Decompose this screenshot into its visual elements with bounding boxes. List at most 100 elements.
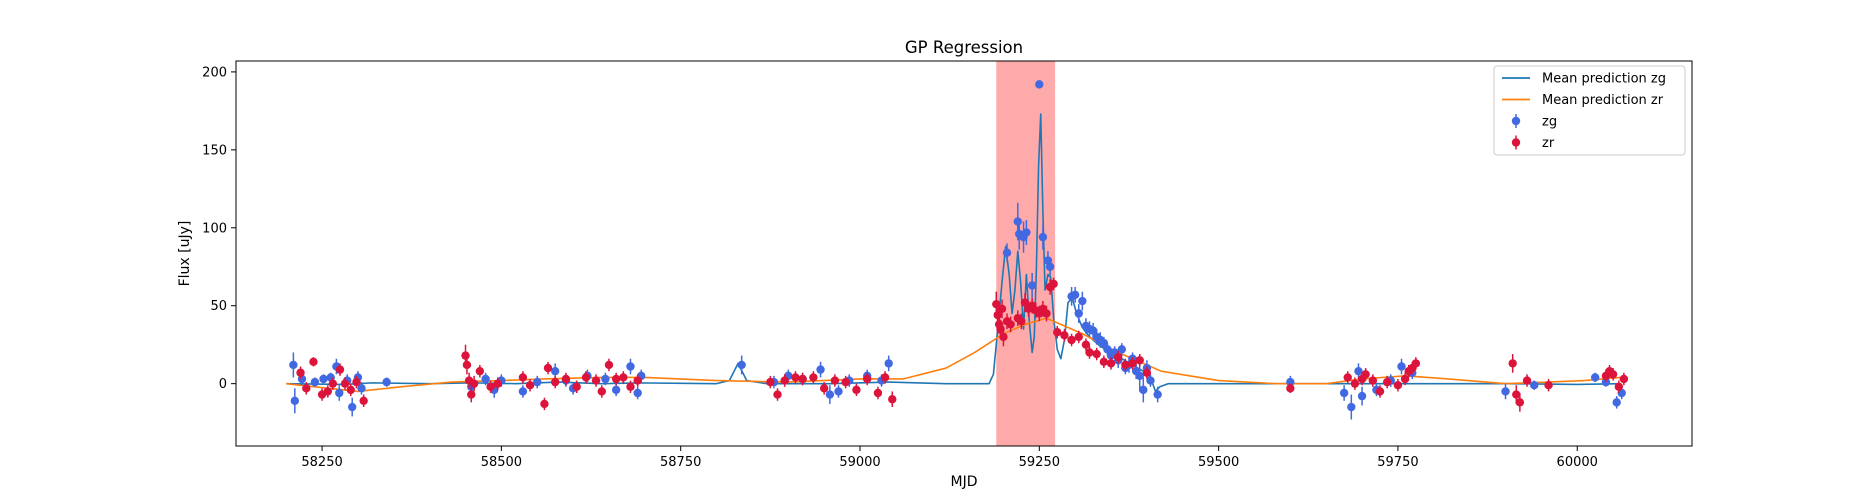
data-point (604, 360, 614, 370)
data-point (1590, 373, 1600, 382)
data-point (359, 396, 368, 405)
data-point (816, 365, 825, 374)
data-point (1099, 338, 1109, 348)
data-point (1017, 317, 1026, 326)
data-point (323, 387, 333, 396)
data-point (1286, 377, 1295, 387)
data-point (825, 390, 835, 399)
data-point (518, 387, 528, 396)
data-point (1411, 359, 1421, 368)
data-point (1060, 331, 1069, 340)
data-point (591, 376, 601, 385)
axes-layer: 58250 58500 58750 59000 59250 59500 59750 60000… (202, 65, 1598, 470)
x-tick-label: 60000 (1557, 455, 1598, 470)
data-point (1530, 381, 1539, 390)
data-point (884, 359, 893, 368)
y-axis-title: Flux [uJy] (177, 221, 193, 287)
data-point (543, 363, 553, 373)
data-point (1135, 371, 1144, 381)
data-point (481, 374, 490, 384)
data-point (581, 373, 591, 382)
data-point (737, 360, 746, 370)
data-point (309, 357, 318, 367)
legend-box (1493, 65, 1686, 156)
data-point (1045, 262, 1055, 271)
data-point (852, 385, 861, 395)
data-point (302, 384, 311, 393)
data-point (1085, 348, 1094, 357)
legend-label-zr: zr (1542, 136, 1555, 151)
data-point (1608, 370, 1618, 379)
data-point (572, 382, 581, 391)
data-point (1153, 390, 1162, 399)
series-points-zg (289, 80, 1626, 420)
data-point (1103, 345, 1112, 354)
data-point (1612, 398, 1621, 407)
x-tick-label: 59750 (1377, 455, 1418, 470)
plot-area-frame (235, 60, 1693, 447)
data-point (290, 396, 300, 405)
data-point (1117, 345, 1126, 354)
data-point (1357, 391, 1367, 401)
x-tick-label: 58250 (301, 455, 342, 470)
data-point (1515, 398, 1525, 407)
data-point (633, 388, 642, 398)
data-point (461, 351, 470, 360)
data-point (347, 402, 357, 412)
data-point (626, 382, 635, 391)
data-point (809, 373, 818, 382)
data-point (1049, 279, 1058, 289)
data-point (462, 360, 472, 370)
data-point (1128, 359, 1137, 368)
data-point (1081, 340, 1091, 349)
data-point (335, 388, 344, 398)
data-point (766, 377, 775, 387)
data-point (1508, 359, 1517, 368)
data-point (518, 373, 528, 382)
data-point (1035, 80, 1044, 89)
data-point (1382, 377, 1392, 387)
data-point (1013, 217, 1022, 226)
data-point (1614, 382, 1624, 391)
data-point (1114, 352, 1123, 362)
data-point (296, 368, 305, 377)
data-point (561, 374, 571, 384)
data-point (1617, 388, 1626, 398)
data-point (289, 360, 298, 370)
data-point (1522, 376, 1532, 385)
data-point (352, 377, 361, 387)
data-point (997, 304, 1007, 314)
data-point (619, 373, 628, 382)
x-tick-label: 58500 (481, 455, 522, 470)
data-point (1099, 357, 1109, 367)
data-point (1070, 290, 1080, 300)
legend-swatch-zr (1511, 138, 1521, 147)
data-point (611, 385, 621, 395)
data-point (873, 388, 883, 398)
data-point (1121, 360, 1130, 370)
data-point (1347, 402, 1356, 412)
data-point (601, 374, 610, 384)
data-point (1400, 374, 1410, 384)
data-point (1078, 296, 1087, 306)
y-tick-label: 150 (202, 143, 227, 158)
series-points-zr (296, 277, 1629, 412)
data-point (540, 399, 549, 409)
data-point (493, 379, 502, 388)
data-point (626, 362, 635, 371)
data-point (1074, 332, 1083, 342)
y-tick-label: 200 (202, 65, 227, 80)
data-point (1354, 366, 1363, 376)
data-point (1139, 385, 1148, 395)
data-point (1393, 381, 1403, 390)
data-point (888, 395, 897, 404)
data-point (819, 384, 829, 393)
data-point (862, 374, 872, 384)
data-point (1088, 326, 1098, 335)
y-tick-label: 50 (210, 299, 227, 314)
data-point (533, 377, 542, 387)
data-point (996, 324, 1005, 334)
data-point (1020, 298, 1030, 307)
data-point (357, 384, 366, 393)
